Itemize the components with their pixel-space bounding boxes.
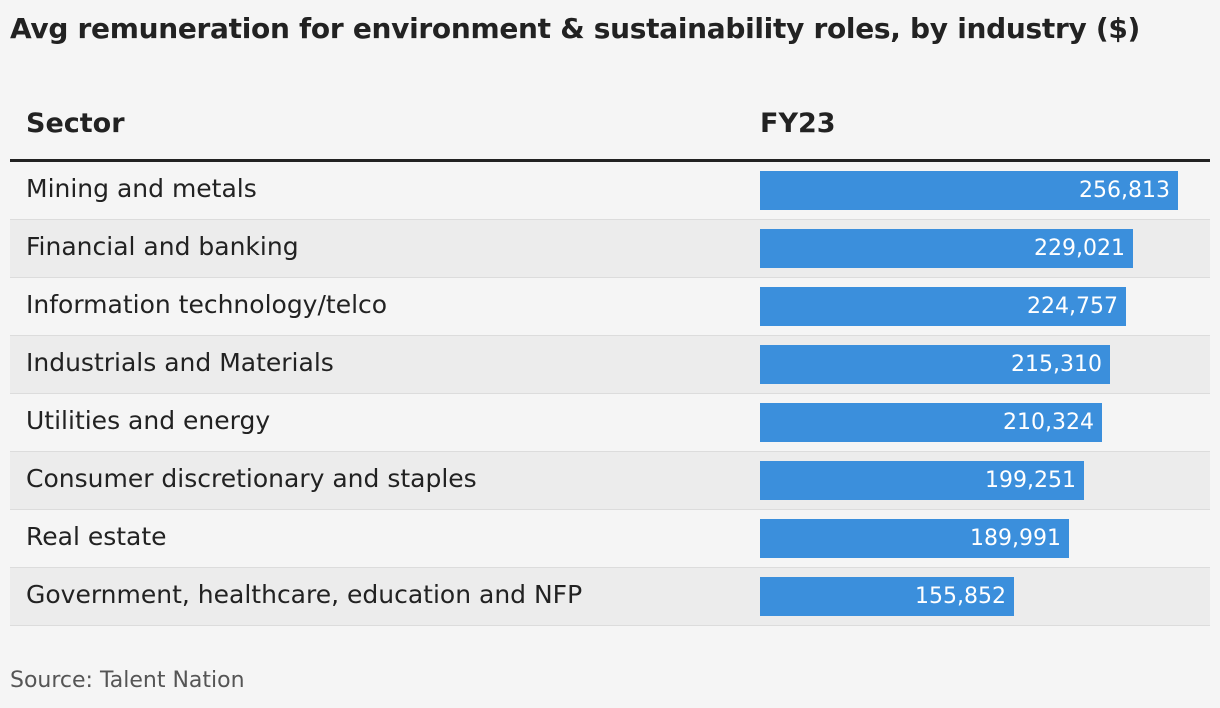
bar: 256,813	[760, 171, 1178, 210]
bar: 224,757	[760, 287, 1126, 326]
table-body: Mining and metals 256,813 Financial and ba…	[10, 162, 1210, 626]
column-header-sector: Sector	[26, 108, 125, 139]
bar-value-label: 155,852	[915, 584, 1006, 609]
bar-value-label: 256,813	[1079, 178, 1170, 203]
bar: 155,852	[760, 577, 1014, 616]
sector-label: Industrials and Materials	[26, 348, 334, 377]
bar-table: Sector FY23 Mining and metals 256,813 Fina…	[10, 96, 1210, 626]
column-header-fy23: FY23	[760, 108, 836, 139]
sector-label: Utilities and energy	[26, 406, 271, 435]
bar-value-label: 215,310	[1011, 352, 1102, 377]
sector-label: Mining and metals	[26, 174, 257, 203]
sector-label: Government, healthcare, education and NF…	[26, 580, 583, 609]
table-row: Industrials and Materials 215,310	[10, 336, 1210, 394]
bar-value-label: 199,251	[985, 468, 1076, 493]
sector-label: Information technology/telco	[26, 290, 388, 319]
bar: 199,251	[760, 461, 1084, 500]
table-row: Utilities and energy 210,324	[10, 394, 1210, 452]
chart-title: Avg remuneration for environment & susta…	[10, 12, 1141, 45]
bar: 229,021	[760, 229, 1133, 268]
bar: 189,991	[760, 519, 1069, 558]
table-row: Information technology/telco 224,757	[10, 278, 1210, 336]
header-rule	[10, 159, 1210, 162]
bar-value-label: 210,324	[1003, 410, 1094, 435]
table-row: Consumer discretionary and staples 199,25…	[10, 452, 1210, 510]
sector-label: Consumer discretionary and staples	[26, 464, 477, 493]
source-note: Source: Talent Nation	[10, 668, 245, 693]
bar-value-label: 224,757	[1027, 294, 1118, 319]
table-row: Financial and banking 229,021	[10, 220, 1210, 278]
bar-value-label: 229,021	[1034, 236, 1125, 261]
table-row: Government, healthcare, education and NF…	[10, 568, 1210, 626]
bar: 215,310	[760, 345, 1110, 384]
table-header: Sector FY23	[10, 96, 1210, 162]
bar: 210,324	[760, 403, 1102, 442]
table-row: Real estate 189,991	[10, 510, 1210, 568]
sector-label: Real estate	[26, 522, 167, 551]
sector-label: Financial and banking	[26, 232, 299, 261]
bar-value-label: 189,991	[970, 526, 1061, 551]
table-row: Mining and metals 256,813	[10, 162, 1210, 220]
